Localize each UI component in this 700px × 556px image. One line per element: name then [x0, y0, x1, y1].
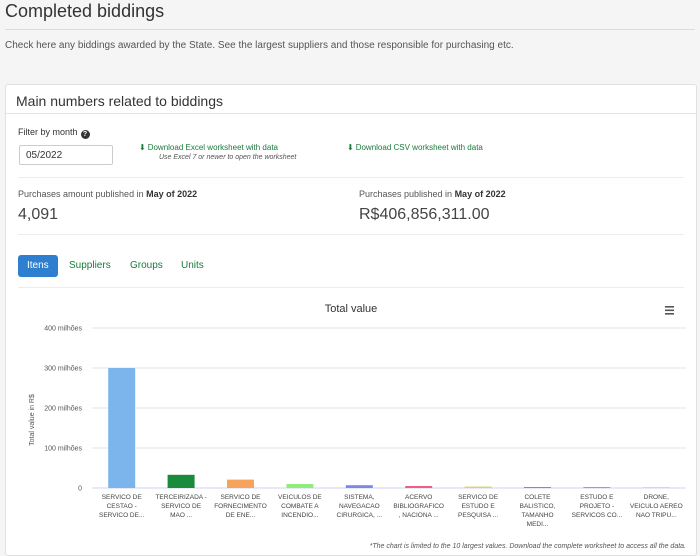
- title-divider: [5, 29, 695, 30]
- download-icon: ⬇: [139, 143, 146, 152]
- purchases-published-label-prefix: Purchases published in: [359, 189, 455, 199]
- purchases-amount-label-prefix: Purchases amount published in: [18, 189, 147, 199]
- y-tick-label: 300 milhões: [44, 366, 82, 373]
- page-description: Check here any biddings awarded by the S…: [5, 40, 514, 51]
- x-tick-label-line: BIBLIOGRAFICO: [393, 503, 444, 510]
- download-excel-link[interactable]: ⬇ Download Excel worksheet with data: [139, 143, 278, 152]
- bar[interactable]: [286, 484, 314, 488]
- x-tick-label: SERVICO DE FORNECIMENTO DE ENE...: [214, 494, 267, 519]
- x-tick-label: DRONE, VEICULO AEREO NAO TRIPU...: [630, 494, 683, 519]
- total-value-chart: Total value 0 100 milhões 200 milhões 300 m…: [29, 303, 686, 550]
- chart-footnote: *The chart is limited to the 10 largest …: [370, 543, 686, 550]
- y-tick-label: 200 milhões: [44, 406, 82, 413]
- x-tick-label-line: BALISTICO,: [520, 503, 556, 510]
- divider: [18, 287, 684, 288]
- x-tick-label-line: ESTUDO E: [461, 503, 495, 510]
- x-tick-label-line: CESTAO -: [107, 503, 137, 510]
- purchases-published-label-month: May of 2022: [454, 189, 506, 199]
- bar[interactable]: [167, 474, 195, 488]
- tab-suppliers[interactable]: Suppliers: [69, 260, 111, 271]
- x-tick-label-line: INCENDIO...: [281, 512, 318, 519]
- tab-groups[interactable]: Groups: [130, 260, 163, 271]
- tab-itens[interactable]: Itens: [18, 255, 58, 277]
- download-csv-label: Download CSV worksheet with data: [355, 143, 483, 152]
- y-tick-label: 400 milhões: [44, 326, 82, 333]
- x-tick-label-line: FORNECIMENTO: [214, 503, 267, 510]
- purchases-amount-label: Purchases amount published in May of 202…: [18, 189, 197, 199]
- bar[interactable]: [642, 487, 670, 488]
- divider: [18, 234, 684, 235]
- x-tick-label-line: CIRURGICA, ...: [337, 512, 383, 519]
- hamburger-menu-icon[interactable]: [662, 304, 676, 316]
- x-tick-label: TERCEIRIZADA - SERVICO DE MAO ...: [155, 494, 206, 519]
- purchases-published-value: R$406,856,311.00: [359, 206, 490, 223]
- panel-title: Main numbers related to biddings: [16, 93, 224, 109]
- x-tick-label-line: NAO TRIPU...: [636, 512, 677, 519]
- x-tick-label-line: PESQUISA ...: [458, 512, 498, 519]
- purchases-published-label: Purchases published in May of 2022: [359, 189, 506, 199]
- x-tick-label-line: TAMANHO: [521, 512, 553, 519]
- bar[interactable]: [108, 368, 136, 488]
- x-tick-label: SERVICO DE CESTAO - SERVICO DE...: [99, 494, 145, 519]
- x-tick-label-line: SERVICO DE...: [99, 512, 145, 519]
- x-tick-label-line: SERVICO DE: [161, 503, 202, 510]
- panel-divider: [6, 113, 696, 114]
- download-icon: ⬇: [347, 143, 354, 152]
- x-tick-label: SERVICO DE ESTUDO E PESQUISA ...: [458, 494, 499, 519]
- bar[interactable]: [227, 479, 254, 488]
- x-tick-label-line: VEICULO AEREO: [630, 503, 683, 510]
- x-tick-label-line: PROJETO -: [580, 503, 615, 510]
- main-numbers-panel: Main numbers related to biddings Filter …: [5, 84, 697, 556]
- x-tick-label-line: DE ENE...: [226, 512, 256, 519]
- x-tick-label-line: SERVICOS CO...: [572, 512, 623, 519]
- x-tick-label: ESTUDO E PROJETO - SERVICOS CO...: [572, 494, 623, 519]
- bar[interactable]: [524, 487, 551, 488]
- x-tick-label-line: SERVICO DE: [458, 494, 499, 501]
- chart-title: Total value: [325, 303, 378, 315]
- tab-units[interactable]: Units: [181, 260, 204, 271]
- filter-label-text: Filter by month: [18, 127, 78, 137]
- bar[interactable]: [583, 487, 611, 488]
- divider: [18, 177, 684, 178]
- x-tick-label: SISTEMA, NAVEGACAO CIRURGICA, ...: [337, 494, 383, 519]
- download-csv-link[interactable]: ⬇ Download CSV worksheet with data: [347, 143, 483, 152]
- x-tick-label-line: SISTEMA,: [344, 494, 375, 501]
- x-tick-label-line: MAO ...: [170, 512, 192, 519]
- x-tick-label: COLETE BALISTICO, TAMANHO MEDI...: [520, 494, 556, 528]
- x-tick-label-line: SERVICO DE: [102, 494, 143, 501]
- bar[interactable]: [345, 485, 373, 488]
- x-tick-label-line: SERVICO DE: [221, 494, 262, 501]
- x-tick-label-line: ACERVO: [405, 494, 432, 501]
- x-tick-label-line: COLETE: [524, 494, 551, 501]
- x-tick-label-line: TERCEIRIZADA -: [155, 494, 206, 501]
- x-tick-label-line: ESTUDO E: [580, 494, 614, 501]
- filter-label: Filter by month?: [18, 127, 90, 139]
- x-tick-label-line: COMBATE A: [281, 503, 319, 510]
- help-icon[interactable]: ?: [80, 130, 90, 139]
- x-tick-label-line: DRONE,: [644, 494, 669, 501]
- y-tick-label: 0: [78, 486, 82, 493]
- x-tick-label-line: MEDI...: [527, 521, 549, 528]
- purchases-amount-value: 4,091: [18, 206, 59, 223]
- x-tick-label: ACERVO BIBLIOGRAFICO , NACIONA ...: [393, 494, 444, 519]
- x-tick-label-line: NAVEGACAO: [339, 503, 380, 510]
- download-excel-note: Use Excel 7 or newer to open the workshe…: [159, 154, 297, 161]
- x-tick-label-line: VEICULOS DE: [278, 494, 322, 501]
- y-axis-label: Total value in R$: [29, 394, 36, 446]
- bar[interactable]: [464, 486, 492, 488]
- page-title: Completed biddings: [5, 1, 165, 21]
- x-tick-label: VEICULOS DE COMBATE A INCENDIO...: [278, 494, 322, 519]
- purchases-amount-label-month: May of 2022: [146, 189, 198, 199]
- x-tick-label-line: , NACIONA ...: [399, 512, 439, 519]
- y-tick-label: 100 milhões: [44, 446, 82, 453]
- bar[interactable]: [405, 486, 433, 488]
- download-excel-label: Download Excel worksheet with data: [147, 143, 278, 152]
- month-input[interactable]: [19, 145, 113, 165]
